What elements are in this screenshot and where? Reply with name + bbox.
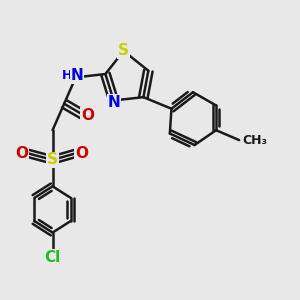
Text: S: S <box>118 44 129 59</box>
Text: N: N <box>107 94 120 110</box>
Text: O: O <box>15 146 28 161</box>
Text: N: N <box>70 68 83 83</box>
Text: O: O <box>81 108 94 123</box>
Text: H: H <box>62 69 73 82</box>
Text: S: S <box>47 152 58 167</box>
Text: Cl: Cl <box>44 250 61 265</box>
Text: O: O <box>75 146 88 161</box>
Text: CH₃: CH₃ <box>242 134 268 147</box>
